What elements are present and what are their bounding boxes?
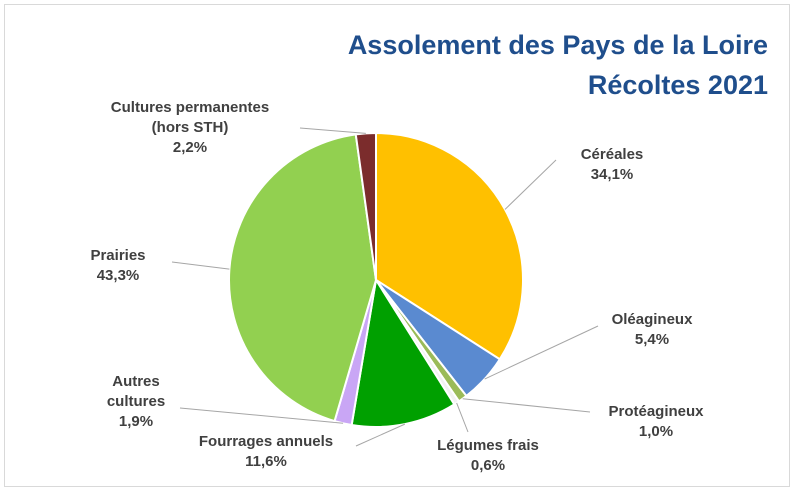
value-label: 0,6%: [470, 457, 506, 474]
leader-line: [462, 398, 591, 413]
value-label: 43,3%: [96, 267, 140, 284]
leader-line: [456, 402, 469, 433]
chart-frame: [4, 4, 790, 487]
pie-slice: [354, 131, 377, 281]
value-label: 5,4%: [634, 331, 670, 348]
value-label: 1,0%: [638, 423, 674, 440]
chart-subtitle: Récoltes 2021: [587, 70, 768, 100]
category-label: Protéagineux: [608, 403, 704, 420]
category-label: Légumes frais: [437, 437, 539, 454]
category-label: Oléagineux: [611, 311, 693, 328]
pie-slice: [350, 277, 456, 428]
leader-line: [355, 423, 406, 447]
data-label: Fourrages annuels 11,6%: [166, 432, 366, 472]
leader-line: [299, 127, 366, 134]
data-label: Protéagineux 1,0%: [591, 402, 721, 442]
data-label: Cultures permanentes (hors STH) 2,2%: [90, 98, 290, 158]
chart-title: Assolement des Pays de la Loire: [347, 30, 768, 60]
category-label: Prairies: [90, 247, 146, 264]
leader-line: [171, 261, 230, 270]
data-label: Oléagineux 5,4%: [592, 310, 712, 350]
leader-line: [484, 325, 599, 380]
value-label: 1,9%: [118, 413, 154, 430]
data-label: Prairies 43,3%: [68, 246, 168, 286]
category-label: Autres cultures: [106, 373, 166, 410]
leader-line: [504, 159, 557, 210]
data-label: Céréales 34,1%: [552, 145, 672, 185]
value-label: 2,2%: [172, 139, 208, 156]
value-label: 11,6%: [245, 453, 287, 470]
category-label: Fourrages annuels: [198, 433, 334, 450]
data-label: Légumes frais 0,6%: [428, 436, 548, 476]
leader-line: [179, 407, 344, 424]
category-label: Cultures permanentes (hors STH): [110, 99, 270, 136]
category-label: Céréales: [580, 146, 644, 163]
data-label: Autres cultures 1,9%: [91, 372, 181, 432]
value-label: 34,1%: [590, 166, 634, 183]
